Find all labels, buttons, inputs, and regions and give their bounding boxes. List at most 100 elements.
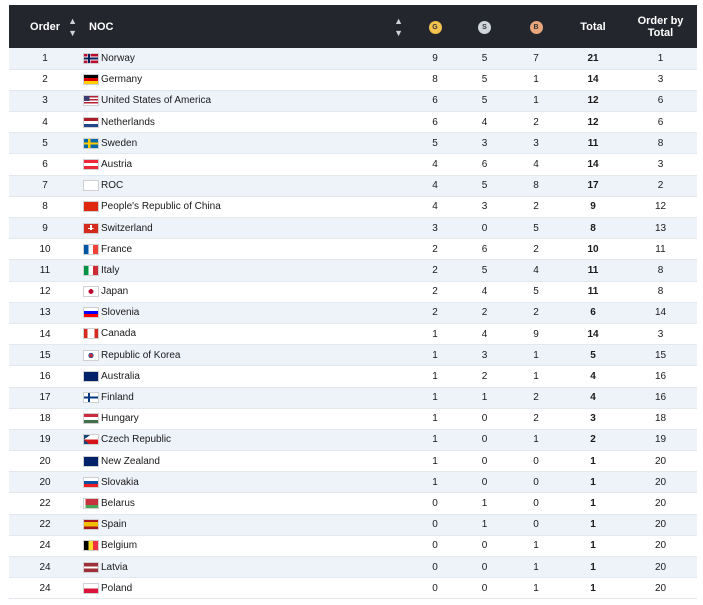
noc-cell[interactable]: Italy <box>81 259 411 282</box>
noc-cell[interactable]: Czech Republic <box>81 429 411 452</box>
table-row[interactable]: 5 Sweden 5 3 3 11 8 <box>9 132 697 155</box>
table-row[interactable]: 19 Czech Republic 1 0 1 2 19 <box>9 429 697 452</box>
gold-cell: 6 <box>411 90 459 113</box>
table-row[interactable]: 17 Finland 1 1 2 4 16 <box>9 387 697 409</box>
total-cell: 2 <box>562 429 624 452</box>
noc-cell[interactable]: Hungary <box>81 408 411 430</box>
flag-poland-icon <box>83 582 99 594</box>
country-name[interactable]: Norway <box>101 52 135 64</box>
country-name[interactable]: France <box>101 243 133 255</box>
table-row[interactable]: 13 Slovenia 2 2 2 6 14 <box>9 302 697 324</box>
country-name[interactable]: Hungary <box>101 413 139 425</box>
table-row[interactable]: 18 Hungary 1 0 2 3 18 <box>9 408 697 430</box>
table-row[interactable]: 22 Belarus 0 1 0 1 20 <box>9 492 697 515</box>
table-row[interactable]: 8 People's Republic of China 4 3 2 9 12 <box>9 196 697 219</box>
noc-cell[interactable]: Japan <box>81 281 411 303</box>
sort-icon[interactable]: ▲ ▼ <box>394 15 403 38</box>
header-order-by-total[interactable]: Order by Total <box>637 14 684 39</box>
table-row[interactable]: 24 Belgium 0 0 1 1 20 <box>9 535 697 558</box>
order-cell: 4 <box>9 111 81 134</box>
table-row[interactable]: 11 Italy 2 5 4 11 8 <box>9 259 697 282</box>
header-silver[interactable]: S <box>459 5 510 48</box>
table-row[interactable]: 9 Switzerland 3 0 5 8 13 <box>9 217 697 240</box>
table-row[interactable]: 10 France 2 6 2 10 11 <box>9 238 697 261</box>
noc-cell[interactable]: Germany <box>81 69 411 91</box>
table-row[interactable]: 22 Spain 0 1 0 1 20 <box>9 514 697 536</box>
noc-cell[interactable]: Slovenia <box>81 302 411 324</box>
country-name[interactable]: New Zealand <box>101 455 160 467</box>
order-cell: 18 <box>9 408 81 430</box>
silver-cell: 1 <box>459 514 510 536</box>
header-bronze[interactable]: B <box>510 5 562 48</box>
noc-cell[interactable]: People's Republic of China <box>81 196 411 219</box>
noc-cell[interactable]: Canada <box>81 323 411 346</box>
noc-cell[interactable]: Austria <box>81 153 411 176</box>
noc-cell[interactable]: Finland <box>81 387 411 409</box>
silver-cell: 5 <box>459 48 510 70</box>
country-name[interactable]: Japan <box>101 286 129 298</box>
noc-cell[interactable]: Slovakia <box>81 471 411 494</box>
country-name[interactable]: Slovakia <box>101 476 139 488</box>
silver-cell: 6 <box>459 153 510 176</box>
table-row[interactable]: 24 Poland 0 0 1 1 20 <box>9 577 697 600</box>
header-order[interactable]: Order ▲ ▼ <box>9 5 81 48</box>
order-cell: 19 <box>9 429 81 452</box>
country-name[interactable]: Latvia <box>101 561 128 573</box>
noc-cell[interactable]: Norway <box>81 48 411 70</box>
noc-cell[interactable]: ROC <box>81 175 411 197</box>
noc-cell[interactable]: France <box>81 238 411 261</box>
table-row[interactable]: 20 Slovakia 1 0 0 1 20 <box>9 471 697 494</box>
noc-cell[interactable]: Netherlands <box>81 111 411 134</box>
country-name[interactable]: Germany <box>101 74 143 86</box>
table-row[interactable]: 20 New Zealand 1 0 0 1 20 <box>9 450 697 473</box>
country-name[interactable]: Netherlands <box>101 116 155 128</box>
noc-cell[interactable]: Belgium <box>81 535 411 558</box>
country-name[interactable]: ROC <box>101 180 124 192</box>
table-row[interactable]: 15 Republic of Korea 1 3 1 5 15 <box>9 344 697 367</box>
country-name[interactable]: Poland <box>101 582 133 594</box>
country-name[interactable]: Spain <box>101 519 127 531</box>
country-name[interactable]: Australia <box>101 370 140 382</box>
noc-cell[interactable]: Republic of Korea <box>81 344 411 367</box>
table-row[interactable]: 3 United States of America 6 5 1 12 6 <box>9 90 697 113</box>
table-row[interactable]: 1 Norway 9 5 7 21 1 <box>9 48 697 70</box>
header-gold[interactable]: G <box>411 5 459 48</box>
country-name[interactable]: Republic of Korea <box>101 349 181 361</box>
noc-cell[interactable]: New Zealand <box>81 450 411 473</box>
table-row[interactable]: 14 Canada 1 4 9 14 3 <box>9 323 697 346</box>
noc-cell[interactable]: Australia <box>81 365 411 388</box>
header-noc[interactable]: NOC ▲ ▼ <box>81 5 411 48</box>
total-cell: 1 <box>562 450 624 473</box>
sort-icon[interactable]: ▲ ▼ <box>68 15 77 38</box>
table-row[interactable]: 6 Austria 4 6 4 14 3 <box>9 153 697 176</box>
rank-by-total-cell: 20 <box>624 514 697 536</box>
noc-cell[interactable]: Poland <box>81 577 411 600</box>
noc-cell[interactable]: Spain <box>81 514 411 536</box>
country-name[interactable]: Czech Republic <box>101 434 172 446</box>
country-name[interactable]: Italy <box>101 264 120 276</box>
order-cell: 15 <box>9 344 81 367</box>
noc-cell[interactable]: Switzerland <box>81 217 411 240</box>
country-name[interactable]: People's Republic of China <box>101 201 221 213</box>
country-name[interactable]: Austria <box>101 158 133 170</box>
table-row[interactable]: 12 Japan 2 4 5 11 8 <box>9 281 697 303</box>
country-name[interactable]: Slovenia <box>101 307 140 319</box>
country-name[interactable]: Belarus <box>101 497 135 509</box>
country-name[interactable]: Canada <box>101 328 137 340</box>
table-row[interactable]: 4 Netherlands 6 4 2 12 6 <box>9 111 697 134</box>
country-name[interactable]: United States of America <box>101 95 212 107</box>
bronze-cell: 1 <box>510 90 562 113</box>
noc-cell[interactable]: Belarus <box>81 492 411 515</box>
table-row[interactable]: 7 ROC 4 5 8 17 2 <box>9 175 697 197</box>
country-name[interactable]: Sweden <box>101 137 138 149</box>
table-row[interactable]: 2 Germany 8 5 1 14 3 <box>9 69 697 91</box>
table-row[interactable]: 24 Latvia 0 0 1 1 20 <box>9 556 697 579</box>
country-name[interactable]: Belgium <box>101 540 138 552</box>
noc-cell[interactable]: United States of America <box>81 90 411 113</box>
header-total[interactable]: Total <box>580 20 606 33</box>
noc-cell[interactable]: Sweden <box>81 132 411 155</box>
noc-cell[interactable]: Latvia <box>81 556 411 579</box>
table-row[interactable]: 16 Australia 1 2 1 4 16 <box>9 365 697 388</box>
country-name[interactable]: Finland <box>101 392 134 404</box>
country-name[interactable]: Switzerland <box>101 222 153 234</box>
